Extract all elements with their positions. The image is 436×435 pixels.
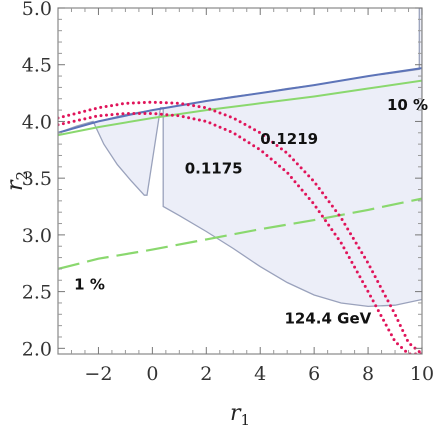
x-tick-label: 2 (200, 363, 212, 385)
annotation-label: 10 % (387, 96, 428, 114)
x-tick-label: 4 (254, 363, 266, 385)
series-line-5 (58, 112, 422, 354)
x-tick-label: 0 (146, 363, 158, 385)
x-axis-label: r1 (230, 401, 250, 429)
x-tick-label: 8 (362, 363, 374, 385)
series-line-2 (58, 79, 422, 137)
annotations: 10 % 0.1219 0.1175 1 % 124.4 GeV (74, 96, 428, 327)
y-tick-label: 2.5 (22, 282, 52, 304)
x-tick-label: 6 (308, 363, 320, 385)
y-tick-label: 3.5 (22, 168, 52, 190)
plot-frame (57, 7, 423, 355)
y-tick-label: 3.0 (22, 225, 52, 247)
y-tick-label: 4.0 (22, 111, 52, 133)
annotation-label: 1 % (74, 275, 105, 293)
annotation-label: 0.1175 (185, 160, 243, 178)
y-tick-label: 5.0 (22, 0, 52, 20)
axis-ticks: −2 0 2 4 6 8 10 2.0 2.5 3.0 3.5 4.0 4.5 5.0 (22, 0, 434, 385)
y-axis-label: r2 (3, 171, 31, 191)
series-line-1 (58, 67, 422, 134)
annotation-label: 0.1219 (260, 130, 318, 148)
x-tick-label: 10 (410, 363, 434, 385)
annotation-label: 124.4 GeV (284, 309, 371, 327)
series-line-3 (58, 197, 422, 270)
series-line-4 (58, 100, 422, 354)
y-tick-label: 2.0 (22, 338, 52, 360)
plot-area (58, 8, 422, 354)
x-tick-label: −2 (84, 363, 112, 385)
y-tick-label: 4.5 (22, 55, 52, 77)
